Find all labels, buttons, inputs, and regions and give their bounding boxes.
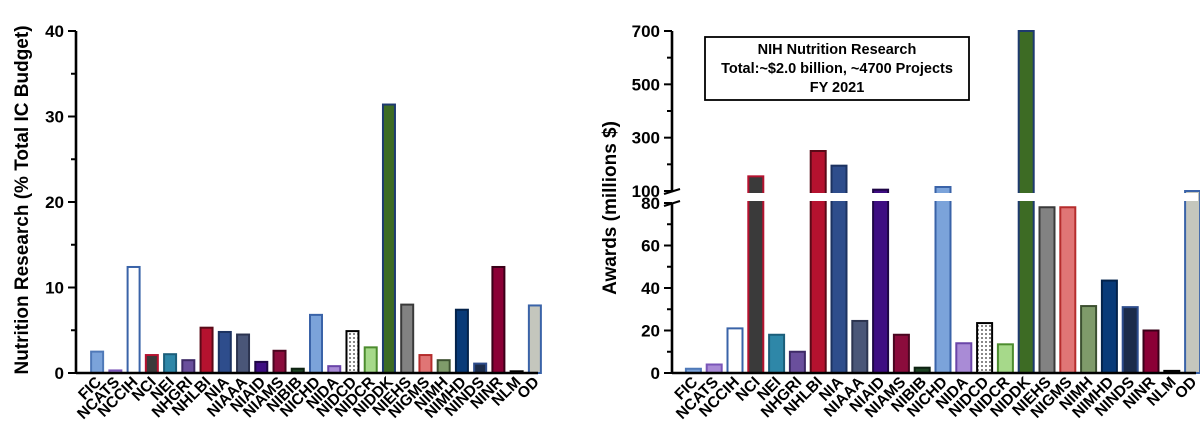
right-y-tick-label: 700 <box>632 22 660 41</box>
left-bar-niaaa <box>236 333 251 374</box>
axis-break-mark-upper <box>663 188 681 195</box>
right-x-label-od: OD <box>1172 374 1200 402</box>
right-bar-niaaa <box>851 319 869 374</box>
right-y-tick-label: 300 <box>632 129 660 148</box>
left-bar-nci <box>144 354 159 375</box>
right-y-tick-label: 20 <box>641 322 660 341</box>
legend-box: NIH Nutrition Research Total:~$2.0 billi… <box>704 36 970 101</box>
left-bar-nidcd <box>345 330 360 375</box>
right-bar-niddk <box>1017 30 1035 374</box>
right-y-tick-label: 100 <box>632 182 660 201</box>
axis-break-gap <box>674 193 1198 201</box>
left-y-tick-label: 30 <box>45 108 64 127</box>
right-bar-nichd <box>934 186 952 374</box>
left-bar-nigms <box>418 354 433 375</box>
right-bar-ninds <box>1121 306 1139 374</box>
right-y-tick-label: 40 <box>641 279 660 298</box>
right-bar-nci <box>747 175 765 374</box>
left-bar-nhlbi <box>199 326 214 374</box>
left-bars <box>90 103 542 375</box>
left-bar-nichd <box>309 313 323 374</box>
left-y-tick-label: 0 <box>55 364 64 383</box>
right-bar-nimh <box>1080 305 1098 374</box>
right-y-tick-label: 60 <box>641 237 660 256</box>
left-bar-niams <box>272 349 287 374</box>
right-bar-niaid <box>872 188 890 374</box>
left-bar-nimhd <box>454 308 469 375</box>
right-bar-nccih <box>726 327 744 374</box>
right-y-tick-label: 0 <box>651 364 660 383</box>
right-bar-niehs <box>1038 206 1056 374</box>
axis-break-mark-lower <box>663 200 681 207</box>
right-bar-nimhd <box>1100 279 1118 374</box>
left-y-tick-label: 20 <box>45 193 64 212</box>
annotation-title: NIH Nutrition Research <box>758 42 917 58</box>
left-bar-niehs <box>400 303 415 375</box>
right-bar-niams <box>892 333 910 374</box>
right-bar-nhgri <box>788 350 806 374</box>
left-bar-fic <box>90 350 105 374</box>
right-bar-nigms <box>1059 206 1077 374</box>
right-bar-nida <box>955 342 973 374</box>
right-bar-nidcr <box>996 343 1014 374</box>
left-bar-od <box>527 304 542 374</box>
left-x-labels: FICNCATSNCCIHNCINEINHGRINHLBINIANIAAANIA… <box>74 373 542 423</box>
right-bar-nei <box>768 333 786 374</box>
left-bar-ninr <box>491 265 506 375</box>
annotation-total: Total:~$2.0 billion, ~4700 Projects <box>721 61 953 77</box>
left-y-ticks: 0 10 20 30 40 <box>45 22 76 383</box>
left-bar-nccih <box>126 265 141 375</box>
right-bar-nhlbi <box>809 150 827 374</box>
left-chart: Nutrition Research (% Total IC Budget) 0… <box>12 22 543 423</box>
left-y-tick-label: 40 <box>45 22 64 41</box>
left-bar-niaid <box>254 360 269 375</box>
left-bar-nidcr <box>363 346 378 375</box>
right-x-labels: FICNCATSNCCIHNCINEINHGRINHLBINIANIAAANIA… <box>672 373 1200 423</box>
left-bar-nei <box>163 353 178 375</box>
left-y-tick-label: 10 <box>45 279 64 298</box>
left-bar-nia <box>217 330 232 374</box>
right-y-tick-label: 500 <box>632 75 660 94</box>
right-bar-ninr <box>1142 329 1160 374</box>
left-bar-niddk <box>381 103 396 374</box>
left-bar-nimh <box>436 359 451 374</box>
right-y-axis-title: Awards (millions $) <box>600 121 621 295</box>
left-x-label-od: OD <box>514 374 542 402</box>
right-bar-od <box>1184 190 1200 374</box>
right-y-tick-label: 80 <box>641 194 660 213</box>
left-y-axis-title: Nutrition Research (% Total IC Budget) <box>12 25 33 374</box>
annotation-year: FY 2021 <box>810 80 865 96</box>
right-bar-nidcd <box>976 322 994 374</box>
left-bar-ninds <box>473 362 488 375</box>
left-bar-nhgri <box>181 359 196 374</box>
